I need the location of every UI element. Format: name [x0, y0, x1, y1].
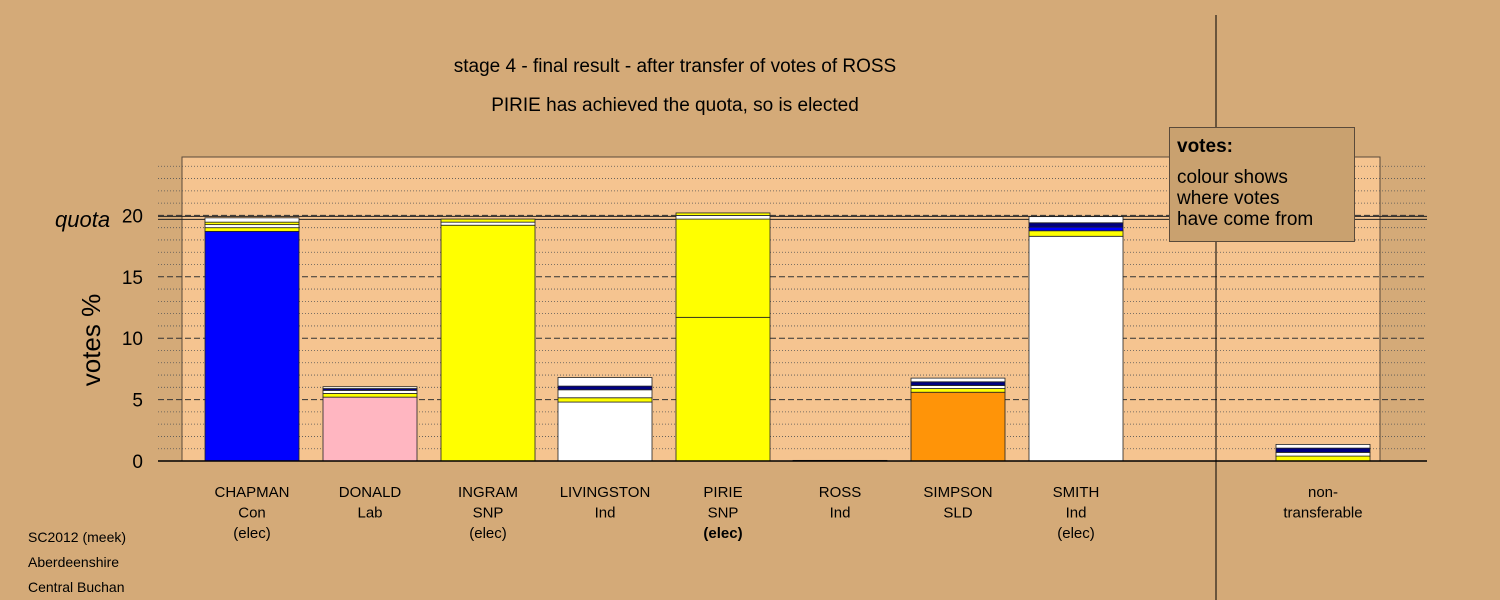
bar-segment [1275, 452, 1371, 457]
category-label: (elec) [703, 525, 742, 542]
bar-segment [204, 230, 300, 462]
bar-segment [910, 381, 1006, 386]
bar-segment [1028, 216, 1124, 224]
category-label: SMITH [1053, 484, 1100, 501]
category-label: (elec) [469, 525, 507, 542]
axes: 0 5 10 15 20 [122, 15, 1427, 600]
bar-segment [204, 217, 300, 223]
legend-title: votes: [1177, 136, 1233, 157]
bar-segment [675, 212, 771, 216]
category-label: transferable [1283, 505, 1362, 522]
category-label: (elec) [1057, 525, 1095, 542]
footer: SC2012 (meek) Aberdeenshire Central Buch… [28, 525, 126, 600]
bar-segment [1028, 230, 1124, 237]
footer-method: SC2012 (meek) [28, 529, 127, 545]
bar-segment [440, 218, 536, 223]
footer-ward: Central Buchan [28, 579, 125, 595]
y-axis-label: votes % [76, 294, 106, 387]
category-label: PIRIE [703, 484, 742, 501]
bar-segment [1028, 226, 1124, 232]
category-label: Lab [357, 505, 382, 522]
bar-segment [440, 221, 536, 226]
y-tick-label: 20 [122, 206, 143, 227]
bar-segment [322, 386, 418, 389]
bar-segment [1275, 447, 1371, 453]
legend-line: have come from [1177, 209, 1314, 230]
bar-segment [204, 227, 300, 232]
bar-non [1275, 444, 1371, 462]
bar-segment [910, 391, 1006, 462]
category-label: SNP [473, 505, 504, 522]
category-label: INGRAM [458, 484, 518, 501]
bar-segment [440, 224, 536, 462]
bar-ingram [440, 218, 536, 462]
y-tick-label: 0 [132, 452, 143, 473]
bar-segment [675, 316, 771, 462]
category-labels: CHAPMAN Con (elec) DONALD Lab INGRAM SNP (elec)… [214, 484, 1362, 542]
bar-segment [322, 396, 418, 462]
bar-segment [675, 218, 771, 318]
category-label: SLD [943, 505, 972, 522]
bar-segment [322, 389, 418, 394]
category-label: CHAPMAN [214, 484, 289, 501]
bar-smith [1028, 216, 1124, 462]
category-label: Con [238, 505, 266, 522]
category-label: ROSS [819, 484, 862, 501]
bar-segment [910, 388, 1006, 393]
bar-segment [1275, 444, 1371, 449]
category-label: Ind [595, 505, 616, 522]
bar-segment [557, 385, 653, 391]
category-label: SNP [708, 505, 739, 522]
bar-segment [322, 393, 418, 398]
legend-line: colour shows [1177, 167, 1288, 188]
bar-segment [910, 377, 1006, 383]
category-label: Ind [1066, 505, 1087, 522]
category-label: SIMPSON [923, 484, 992, 501]
chart-subtitle: PIRIE has achieved the quota, so is elec… [491, 95, 859, 116]
bar-segment [557, 397, 653, 403]
bar-segment [1028, 222, 1124, 228]
y-tick-label: 10 [122, 329, 143, 350]
bar-livingston [557, 377, 653, 462]
category-label: DONALD [339, 484, 402, 501]
category-label: Ind [830, 505, 851, 522]
bar-segment [557, 401, 653, 462]
bar-segment [204, 224, 300, 229]
bar-simpson [910, 377, 1006, 462]
quota-label: quota [55, 207, 110, 232]
bar-segment [910, 385, 1006, 389]
footer-council: Aberdeenshire [28, 554, 120, 570]
bar-pirie [675, 212, 771, 462]
legend-line: where votes [1177, 188, 1280, 209]
bar-segment [675, 214, 771, 220]
category-label: (elec) [233, 525, 271, 542]
bar-segment [1028, 235, 1124, 462]
bar-chapman [204, 217, 300, 462]
y-tick-label: 15 [122, 268, 143, 289]
category-label: LIVINGSTON [560, 484, 651, 501]
chart-title: stage 4 - final result - after transfer … [454, 56, 896, 77]
bar-segment [557, 377, 653, 387]
bars [204, 212, 1371, 462]
bar-segment [557, 389, 653, 399]
legend: votes: colour shows where votes have com… [1169, 127, 1355, 242]
bar-donald [322, 386, 418, 462]
y-tick-label: 5 [132, 391, 143, 412]
category-label: non- [1308, 484, 1338, 501]
